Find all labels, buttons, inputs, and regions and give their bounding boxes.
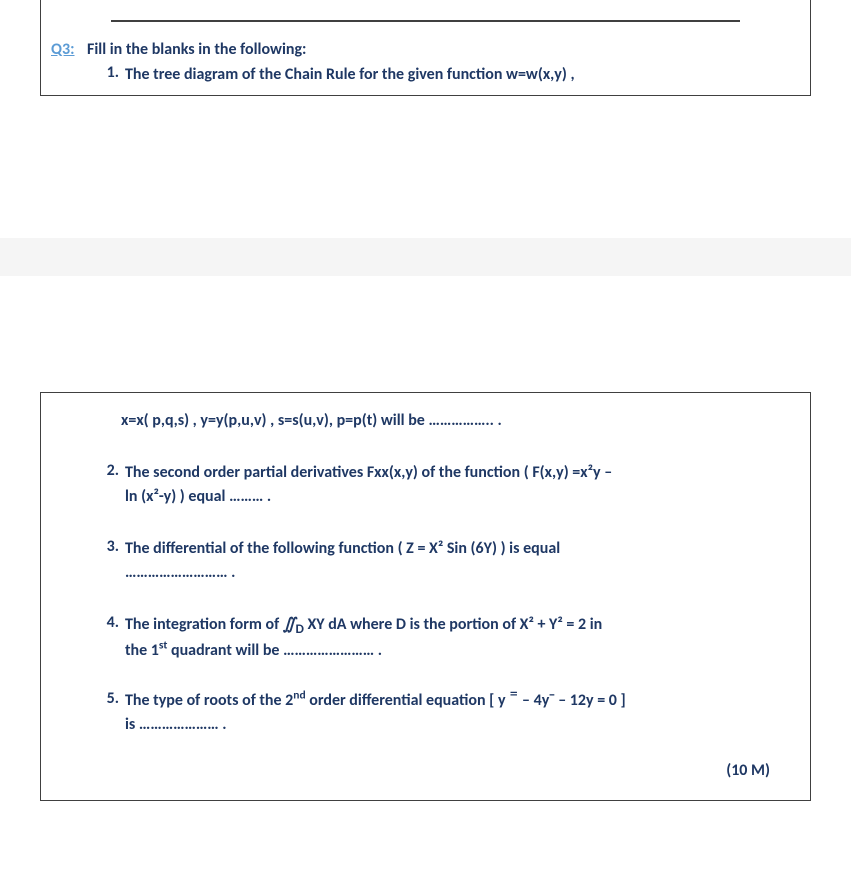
item-3-line2: ……………………… .	[125, 563, 235, 582]
item-3-content: The differential of the following functi…	[125, 537, 800, 585]
item-5-row: 5. The type of roots of the 2nd order di…	[51, 689, 800, 737]
item-4-pre: The integration form of	[125, 615, 283, 634]
item-5-sup: nd	[293, 688, 305, 702]
top-section: Q3: Fill in the blanks in the following:…	[0, 0, 851, 96]
item-4-row: 4. The integration form of ∬D XY dA wher…	[51, 613, 800, 663]
white-gap-1	[0, 96, 851, 238]
question-box-1: Q3: Fill in the blanks in the following:…	[40, 0, 811, 96]
item-1-number: 1.	[97, 63, 119, 87]
question-box-2: x=x( p,q,s) , y=y(p,u,v) , s=s(u,v), p=p…	[40, 392, 811, 801]
item-5-prime2: ˭	[509, 691, 518, 710]
item-4-l2-pre: the 1	[125, 641, 159, 660]
item-4-integral: ∬	[283, 616, 296, 633]
item-3-row: 3. The differential of the following fun…	[51, 537, 800, 585]
item-5-line2: is ………………… .	[125, 715, 227, 734]
item-5-line1: The type of roots of the 2nd order diffe…	[125, 691, 626, 710]
item-5-mid2: – 4y	[518, 691, 549, 710]
item-1-text: The tree diagram of the Chain Rule for t…	[125, 65, 575, 84]
white-gap-2	[0, 276, 851, 392]
item-3-line1: The differential of the following functi…	[125, 539, 560, 558]
item-3-number: 3.	[97, 537, 119, 585]
item-4-mid: XY dA where D is the portion of X² + Y² …	[304, 615, 602, 634]
item-2-line2: ln (x²-y) ) equal ……… .	[125, 487, 271, 506]
item-1-content: The tree diagram of the Chain Rule for t…	[125, 63, 800, 87]
item-5-post: – 12y = 0 ]	[555, 691, 626, 710]
bottom-section: x=x( p,q,s) , y=y(p,u,v) , s=s(u,v), p=p…	[0, 392, 851, 801]
marks-text: (10 M)	[726, 761, 770, 780]
item-5-number: 5.	[97, 689, 119, 737]
q3-title: Fill in the blanks in the following:	[87, 40, 306, 59]
item-5-pre: The type of roots of the 2	[125, 691, 293, 710]
item-4-l2-post: quadrant will be …………………… .	[167, 641, 382, 660]
item-4-number: 4.	[97, 613, 119, 663]
item-2-number: 2.	[97, 461, 119, 509]
bottom-padding	[0, 801, 851, 841]
item-4-sub: D	[295, 620, 303, 637]
item-2-line1: The second order partial derivatives Fxx…	[125, 463, 612, 482]
divider-line	[111, 20, 740, 22]
q3-header-row: Q3: Fill in the blanks in the following:	[51, 40, 800, 59]
q3-label: Q3:	[51, 40, 75, 59]
item-5-mid: order differential equation [ y	[306, 691, 510, 710]
item-1-continuation: x=x( p,q,s) , y=y(p,u,v) , s=s(u,v), p=p…	[51, 409, 800, 433]
continuation-text: x=x( p,q,s) , y=y(p,u,v) , s=s(u,v), p=p…	[121, 411, 502, 430]
item-2-row: 2. The second order partial derivatives …	[51, 461, 800, 509]
item-2-content: The second order partial derivatives Fxx…	[125, 461, 800, 509]
marks-row: (10 M)	[51, 737, 800, 780]
item-4-line1: The integration form of ∬D XY dA where D…	[125, 615, 602, 634]
item-5-content: The type of roots of the 2nd order diffe…	[125, 689, 800, 737]
item-4-content: The integration form of ∬D XY dA where D…	[125, 613, 800, 663]
item-1-row: 1. The tree diagram of the Chain Rule fo…	[51, 63, 800, 87]
gray-strip	[0, 238, 851, 276]
q3-title-wrap: Fill in the blanks in the following:	[87, 40, 800, 59]
item-4-line2: the 1st quadrant will be …………………… .	[125, 641, 382, 660]
q3-label-wrap: Q3:	[51, 40, 87, 59]
